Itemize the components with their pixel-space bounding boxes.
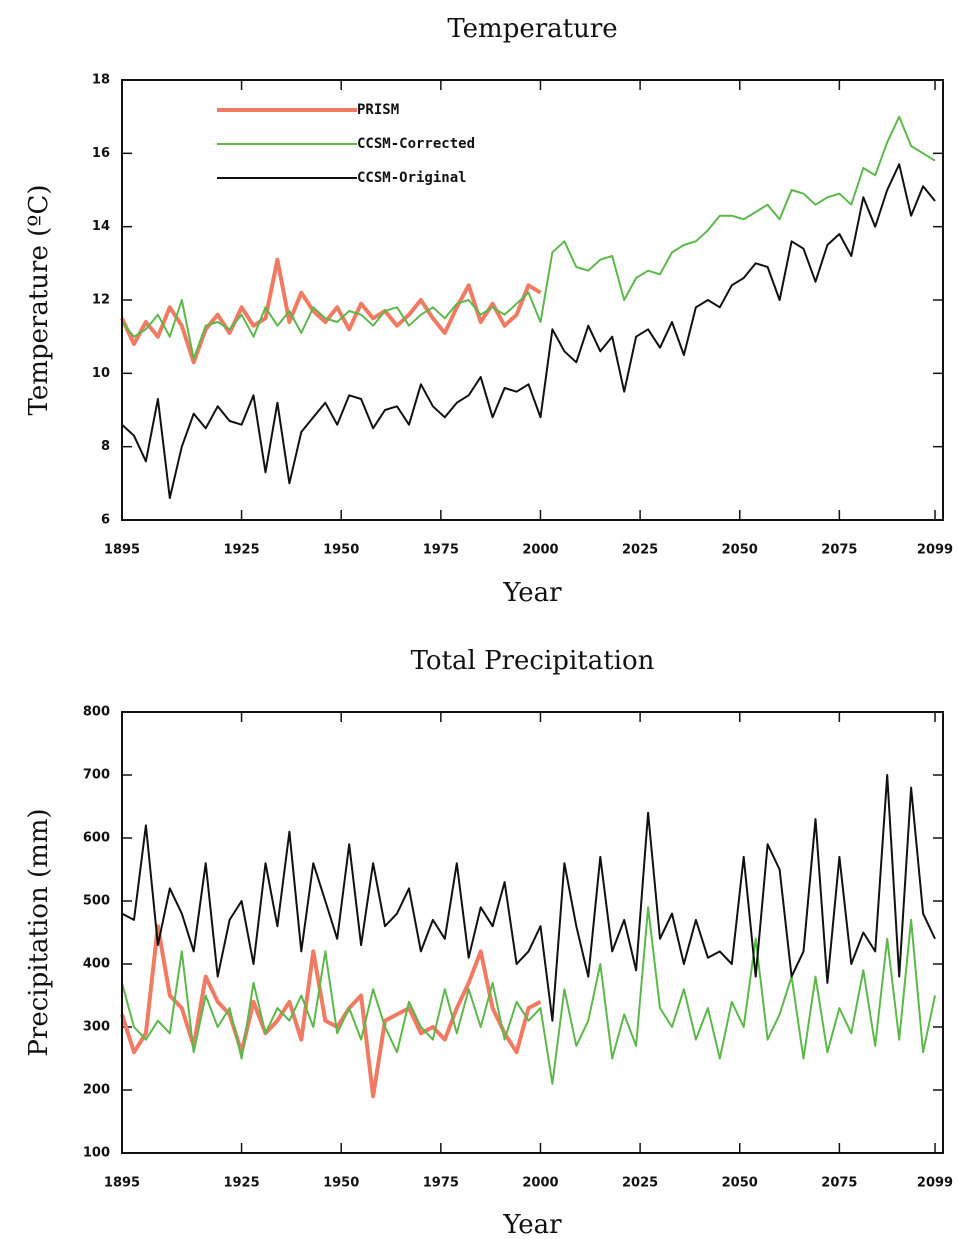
y-tick-label: 10 (92, 366, 110, 381)
x-tick-label: 2000 (522, 1176, 558, 1191)
y-axis-label: Temperature (ºC) (24, 184, 54, 415)
x-tick-label: 2075 (821, 1176, 857, 1191)
legend-label: PRISM (357, 102, 399, 118)
y-tick-label: 500 (83, 894, 110, 909)
x-tick-label: 1925 (223, 543, 259, 558)
y-tick-label: 6 (101, 513, 110, 528)
y-tick-label: 100 (83, 1146, 110, 1161)
y-tick-label: 14 (92, 219, 110, 234)
x-tick-label: 2099 (917, 1176, 953, 1191)
y-tick-label: 8 (101, 439, 110, 454)
x-axis-label: Year (502, 578, 562, 608)
x-tick-label: 2050 (722, 543, 758, 558)
series-line (121, 115, 936, 360)
y-tick-label: 800 (83, 705, 110, 720)
y-tick-label: 12 (92, 293, 110, 308)
x-tick-label: 1975 (423, 1176, 459, 1191)
y-tick-label: 600 (83, 831, 110, 846)
series-line (120, 257, 542, 365)
x-tick-label: 2050 (722, 1176, 758, 1191)
series-line (121, 163, 936, 499)
y-axis-label: Precipitation (mm) (24, 808, 54, 1056)
x-tick-label: 2075 (821, 543, 857, 558)
series-line (121, 906, 936, 1085)
x-tick-label: 2000 (522, 543, 558, 558)
x-tick-label: 1950 (323, 1176, 359, 1191)
x-tick-label: 1895 (104, 543, 140, 558)
plot-frame (121, 79, 944, 521)
plot-frame (121, 711, 944, 1154)
y-tick-label: 400 (83, 957, 110, 972)
x-tick-label: 2025 (622, 543, 658, 558)
x-tick-label: 1895 (104, 1176, 140, 1191)
x-axis-label: Year (502, 1210, 562, 1239)
x-tick-label: 1950 (323, 543, 359, 558)
y-tick-label: 18 (92, 73, 110, 88)
x-tick-label: 2025 (622, 1176, 658, 1191)
y-tick-label: 300 (83, 1020, 110, 1035)
x-tick-label: 2099 (917, 543, 953, 558)
chart-title: Temperature (447, 14, 617, 44)
legend-label: CCSM-Original (357, 170, 467, 186)
x-tick-label: 1975 (423, 543, 459, 558)
y-tick-label: 200 (83, 1083, 110, 1098)
chart-title: Total Precipitation (411, 646, 655, 676)
series-line (121, 774, 936, 1022)
y-tick-label: 16 (92, 146, 110, 161)
series-line (120, 924, 542, 1099)
y-tick-label: 700 (83, 768, 110, 783)
legend-label: CCSM-Corrected (357, 136, 475, 152)
x-tick-label: 1925 (223, 1176, 259, 1191)
